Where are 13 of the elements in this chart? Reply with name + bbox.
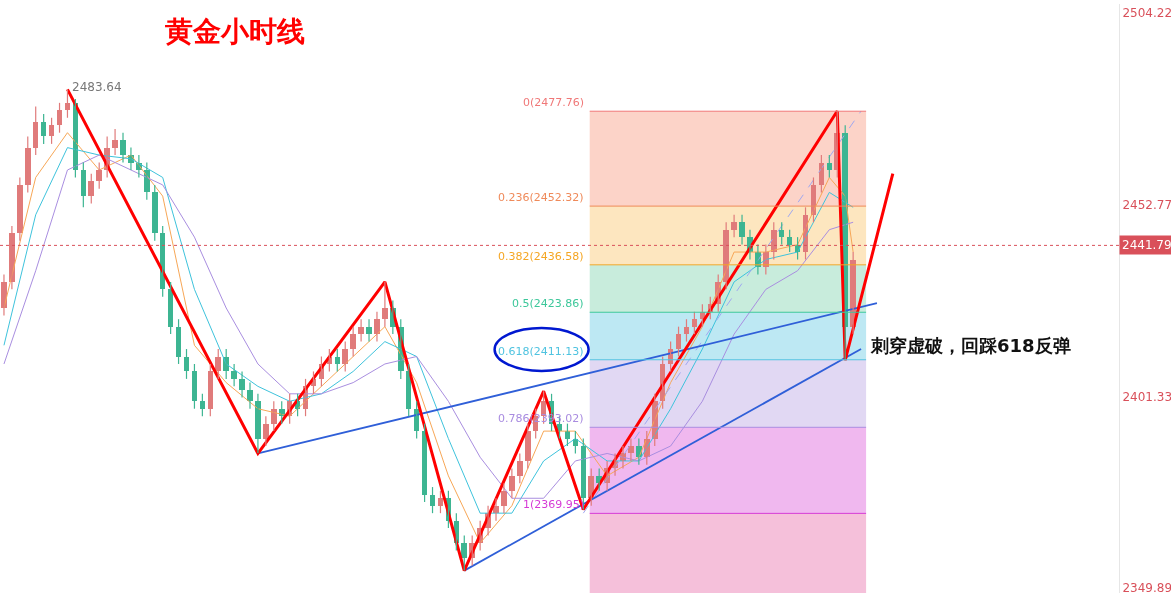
y-tick-label: 2401.33 [1122, 389, 1171, 404]
ref-line-label: 0.618(2411.13) [498, 345, 584, 358]
ref-line-label: 0.382(2436.58) [498, 250, 584, 263]
y-tick-label: 2349.89 [1122, 581, 1171, 596]
y-tick-label: 2452.77 [1122, 197, 1171, 212]
ref-line-label: 0(2477.76) [523, 96, 585, 109]
ref-line-label: 0.236(2452.32) [498, 191, 584, 204]
chart-title: 黄金小时线 [164, 15, 305, 48]
ref-line-label: 2441.79 [1122, 238, 1171, 252]
annotation: 刺穿虚破，回踩618反弹 [870, 335, 1071, 356]
ref-line-label: 0.5(2423.86) [512, 297, 584, 310]
y-tick-label: 2504.22 [1122, 5, 1171, 20]
annotation: 2483.64 [72, 80, 122, 94]
